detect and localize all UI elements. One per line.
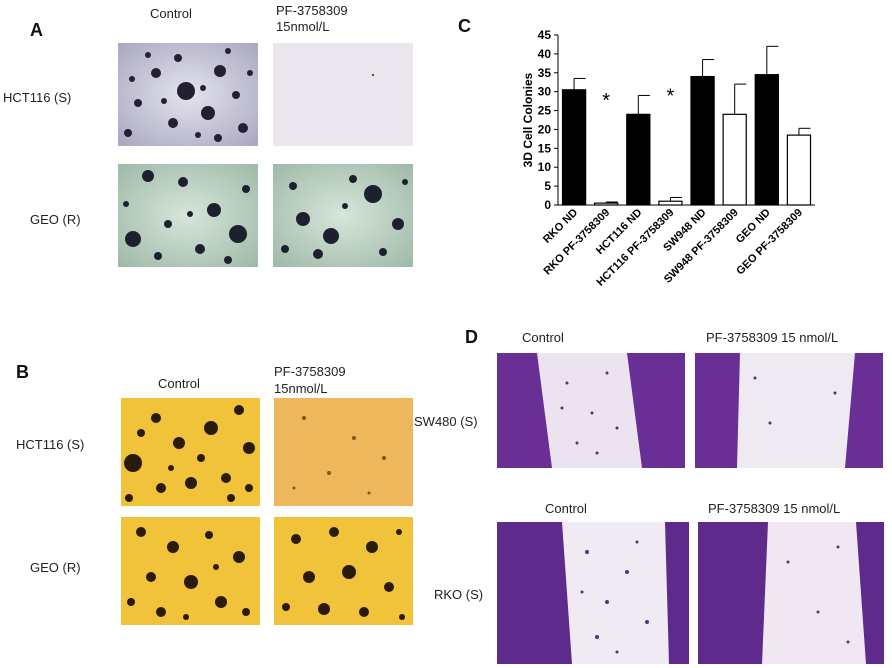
panel-b-control-label: Control <box>158 376 200 391</box>
panel-b-hct116-control-micrograph <box>121 398 260 506</box>
panel-d-sw480-control-micrograph <box>497 353 685 468</box>
chart-y-tick-label: 0 <box>544 198 551 212</box>
panel-b-geo-treated-image <box>274 517 413 625</box>
chart-y-tick-label: 10 <box>538 160 552 174</box>
chart-y-tick-label: 30 <box>538 85 552 99</box>
panel-b-letter: B <box>16 362 29 382</box>
panel-d-bottom-treatment-label: PF-3758309 15 nmol/L <box>708 501 841 516</box>
panel-a-hct116-treated-micrograph <box>273 43 413 146</box>
panel-b-treatment-label-line1: PF-3758309 <box>274 364 346 379</box>
panel-d-rko-treated-micrograph <box>698 522 884 664</box>
panel-a-geo-treated-micrograph <box>273 164 413 267</box>
chart-bar <box>690 75 715 206</box>
panel-d-sw480-treated-micrograph <box>695 353 883 468</box>
panel-d-row-rko-label: RKO (S) <box>434 587 484 602</box>
panel-b-hct116-treated-micrograph <box>274 398 413 506</box>
chart-bar <box>722 113 747 206</box>
chart-bar <box>786 134 812 206</box>
chart-significance-asterisk: * <box>667 85 675 107</box>
panel-d-sw480-treated-image <box>695 353 883 468</box>
chart-y-tick-label: 15 <box>538 141 552 155</box>
panel-d-rko-control-image <box>497 522 689 664</box>
panel-a-letter: A <box>30 20 43 40</box>
panel-c-letter: C <box>458 16 471 36</box>
panel-b-geo-control-micrograph <box>121 517 260 625</box>
panel-d-top-treatment-label: PF-3758309 15 nmol/L <box>706 330 839 345</box>
panel-b-geo-control-image <box>121 517 260 625</box>
panel-a-hct116-control-micrograph <box>118 43 258 146</box>
chart-bar <box>626 113 651 206</box>
panel-d-rko-treated-image <box>698 522 884 664</box>
chart-y-tick-label: 20 <box>538 122 552 136</box>
panel-a-row-geo-label: GEO (R) <box>30 212 81 227</box>
panel-a-treatment-label-line2: 15nmol/L <box>276 19 330 34</box>
panel-d-bottom-control-label: Control <box>545 501 587 516</box>
chart-y-tick-label: 40 <box>538 47 552 61</box>
panel-b-row-hct116-label: HCT116 (S) <box>16 437 85 452</box>
panel-a-control-label: Control <box>150 6 192 21</box>
chart-y-tick-label: 5 <box>544 179 551 193</box>
panel-d-rko-control-micrograph <box>497 522 689 664</box>
panel-b-hct116-treated-image <box>274 398 413 506</box>
chart-y-ticks: 0 5 10 15 20 25 30 35 40 45 <box>538 28 558 212</box>
panel-a-hct116-treated-image <box>273 43 413 146</box>
chart-significance-asterisk: * <box>602 90 610 112</box>
panel-a-row-hct116-label: HCT116 (S) <box>3 90 72 105</box>
panel-a-geo-treated-image <box>273 164 413 267</box>
panel-b-geo-treated-micrograph <box>274 517 413 625</box>
chart-y-axis-label: 3D Cell Colonies <box>521 72 535 167</box>
panel-a-geo-control-micrograph <box>118 164 258 267</box>
panel-b-treatment-label-line2: 15nmol/L <box>274 381 328 396</box>
chart-bar <box>754 74 779 206</box>
chart-y-tick-label: 45 <box>538 28 552 42</box>
panel-d-top-control-label: Control <box>522 330 564 345</box>
panel-d-row-sw480-label: SW480 (S) <box>414 414 478 429</box>
chart-y-tick-label: 35 <box>538 66 552 80</box>
panel-d-letter: D <box>465 327 478 347</box>
panel-a-geo-control-image <box>118 164 258 267</box>
panel-b-row-geo-label: GEO (R) <box>30 560 81 575</box>
panel-b-hct116-control-image <box>121 398 260 506</box>
panel-a-treatment-label-line1: PF-3758309 <box>276 3 348 18</box>
chart-bar <box>658 200 683 206</box>
panel-a-hct116-control-image <box>118 43 258 146</box>
chart-bars: * * <box>561 45 812 206</box>
chart-bar <box>561 89 587 206</box>
panel-d-sw480-control-image <box>497 353 685 468</box>
chart-y-tick-label: 25 <box>538 104 552 118</box>
